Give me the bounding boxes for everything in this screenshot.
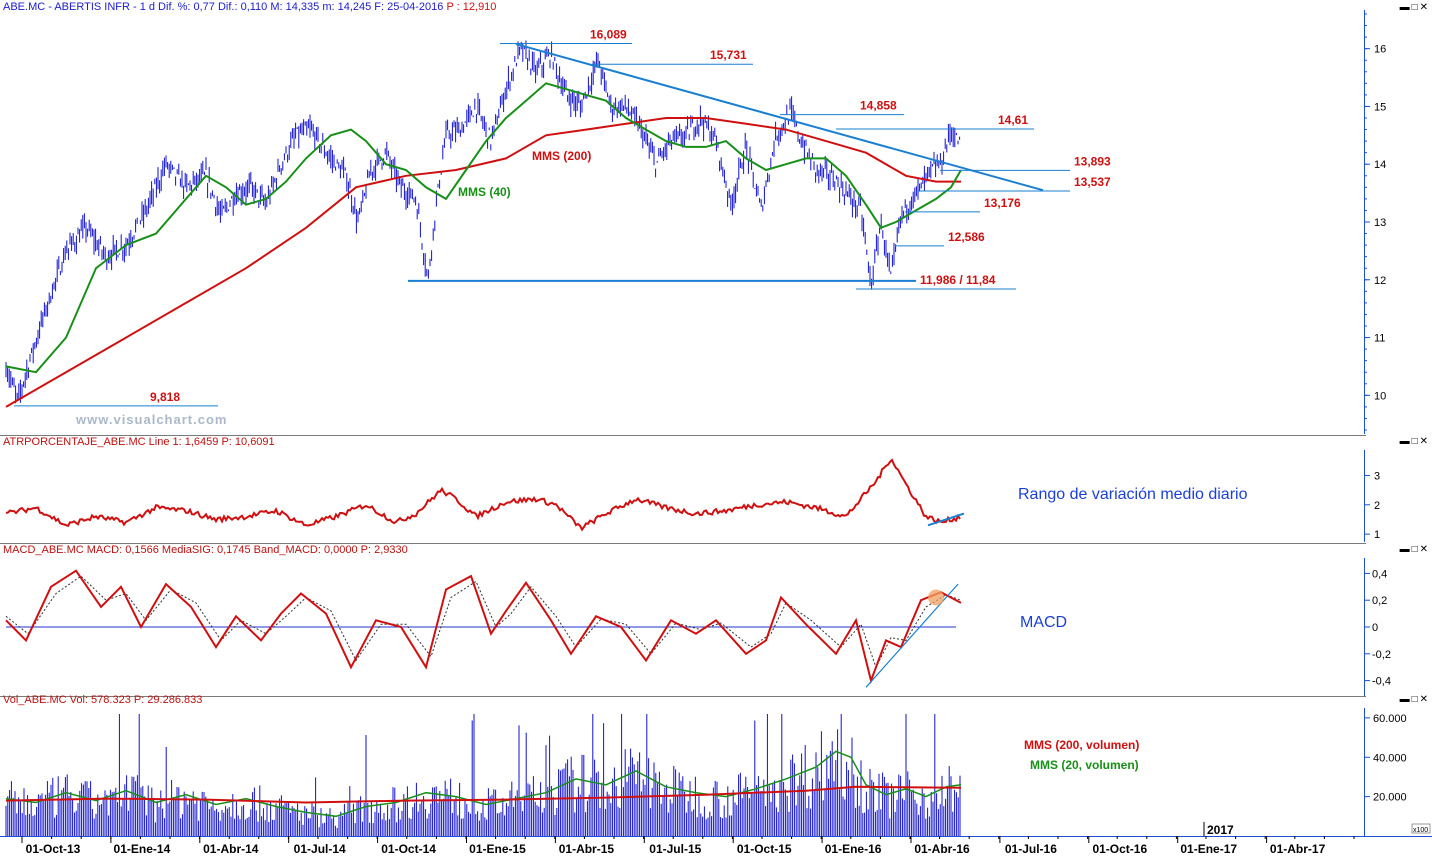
level-label: 13,176 [984, 196, 1021, 210]
level-label: 13,893 [1074, 154, 1111, 168]
macd-line [5, 569, 962, 684]
vol-scale-label: x100 [1413, 827, 1428, 834]
mms40-label: MMS (40) [458, 185, 511, 199]
watermark: www.visualchart.com [76, 412, 228, 427]
date-label: 01-Abr-15 [559, 842, 615, 856]
atr-annotation: Rango de variación medio diario [1018, 486, 1248, 503]
atr-tick-label: 2 [1374, 500, 1380, 512]
macd-trendline [865, 583, 959, 688]
price-tick-label: 15 [1374, 101, 1386, 113]
date-label: 01-Abr-16 [914, 842, 970, 856]
level-label: 11,986 / 11,84 [920, 273, 996, 287]
date-axis-line [0, 836, 1432, 837]
atr-header: ATRPORCENTAJE_ABE.MC Line 1: 1,6459 P: 1… [3, 436, 275, 448]
atr-panel [5, 458, 965, 532]
macd-header: MACD_ABE.MC MACD: 0,1566 MediaSIG: 0,174… [3, 544, 408, 556]
year-label: 2017 [1207, 823, 1234, 837]
panel-separator [0, 696, 1366, 697]
panel-separator [0, 543, 1366, 544]
macd-signal-line [5, 575, 962, 669]
macd-tick-label: 0,4 [1372, 568, 1387, 580]
level-label: 9,818 [150, 390, 180, 404]
price-tick-label: 10 [1374, 390, 1386, 402]
vol-mms200-label: MMS (200, volumen) [1024, 738, 1139, 752]
date-label: 01-Oct-13 [26, 842, 81, 856]
mms40-line [5, 82, 962, 374]
level-label: 14,61 [998, 113, 1028, 127]
date-label: 01-Jul-16 [1005, 842, 1057, 856]
vol-tick-label: 20.000 [1373, 792, 1407, 804]
vol-mms20-line [5, 750, 962, 818]
atr-tick-label: 3 [1374, 470, 1380, 482]
date-label: 01-Oct-15 [737, 842, 792, 856]
date-label: 01-Abr-17 [1270, 842, 1326, 856]
date-label: 01-Oct-16 [1092, 842, 1147, 856]
trendline [515, 43, 1044, 192]
volume-panel: MMS (200, volumen) MMS (20, volumen) [5, 713, 1139, 836]
macd-annotation: MACD [1020, 614, 1068, 631]
macd-window-controls[interactable]: ▬□✕ [1399, 544, 1430, 555]
axes: 101112131415161230,40,20-0,2-0,420.00040… [21, 13, 1431, 856]
vol-scale-box [1411, 823, 1431, 834]
level-label: 15,731 [710, 48, 747, 62]
date-label: 01-Ene-16 [825, 842, 882, 856]
level-label: 12,586 [948, 230, 985, 244]
mms200-label: MMS (200) [532, 149, 591, 163]
price-tick-label: 14 [1374, 159, 1386, 171]
macd-tick-label: -0,2 [1372, 649, 1391, 661]
date-label: 01-Abr-14 [203, 842, 259, 856]
price-tick-label: 16 [1374, 44, 1386, 56]
vol-tick-label: 60.000 [1373, 713, 1407, 725]
atr-tick-label: 1 [1374, 529, 1380, 541]
macd-highlight-marker [928, 589, 944, 606]
vol-window-controls[interactable]: ▬□✕ [1399, 694, 1430, 705]
mms200-line [5, 117, 961, 408]
date-label: 01-Ene-15 [469, 842, 526, 856]
level-label: 14,858 [860, 99, 897, 113]
date-label: 01-Ene-17 [1180, 842, 1237, 856]
price-window-controls[interactable]: ▬□✕ [1399, 2, 1430, 13]
date-label: 01-Ene-14 [114, 842, 171, 856]
atr-trendline [927, 512, 965, 527]
price-tick-label: 11 [1374, 333, 1385, 345]
atr-axis-panel [1364, 450, 1432, 542]
level-label: 16,089 [590, 28, 627, 42]
price-header: ABE.MC - ABERTIS INFR - 1 d Dif. %: 0,77… [3, 1, 497, 13]
macd-tick-label: -0,4 [1372, 676, 1391, 688]
level-label: 13,537 [1074, 175, 1111, 189]
vol-axis-panel [1364, 708, 1432, 836]
price-tick-label: 13 [1374, 217, 1386, 229]
macd-tick-label: 0 [1372, 622, 1378, 634]
vol-mms20-label: MMS (20, volumen) [1030, 758, 1139, 772]
macd-panel [5, 569, 962, 688]
vol-tick-label: 40.000 [1373, 752, 1407, 764]
vol-mms200-line [5, 785, 962, 804]
date-label: 01-Oct-14 [381, 842, 436, 856]
macd-tick-label: 0,2 [1372, 595, 1387, 607]
price-tick-label: 12 [1374, 275, 1386, 287]
date-label: 01-Jul-14 [294, 842, 346, 856]
atr-line [5, 458, 961, 532]
vol-header: Vol_ABE.MC Vol: 578.323 P: 29.286.833 [3, 694, 203, 706]
price-panel: 16,089 15,731 14,858 14,61 13,893 13,537 13,17… [5, 28, 1111, 408]
panel-separator [0, 435, 1366, 436]
date-label: 01-Jul-15 [649, 842, 701, 856]
atr-window-controls[interactable]: ▬□✕ [1399, 436, 1430, 447]
